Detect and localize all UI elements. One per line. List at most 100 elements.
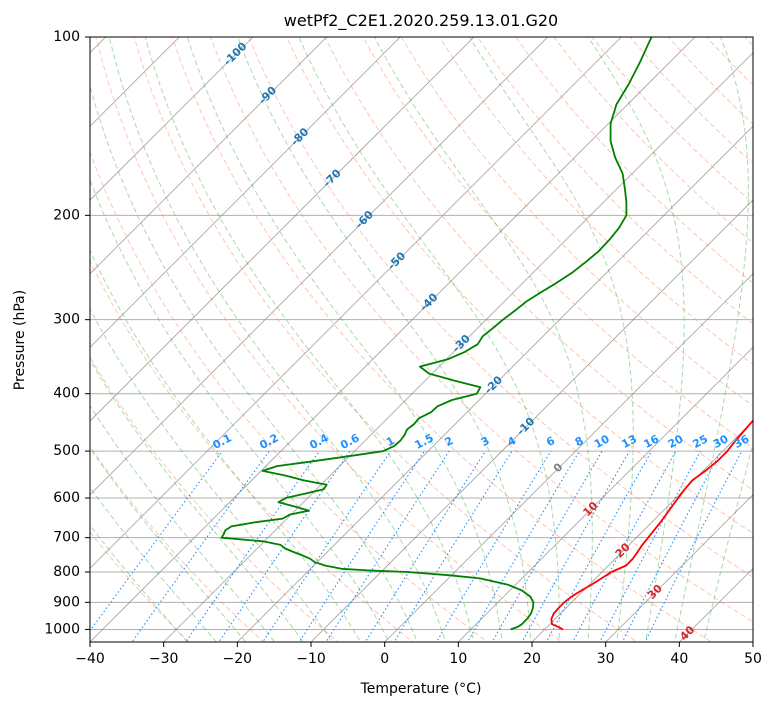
y-tick-label: 400 [53,386,80,402]
x-axis-label: Temperature (°C) [360,681,482,697]
dry-adiabat-line [248,37,753,578]
mixing-ratio-line [218,450,351,642]
pressure-gridlines [90,37,753,630]
x-tick-label: −10 [296,651,326,667]
moist-adiabat-line [90,447,247,642]
dry-adiabat-line [95,37,564,642]
mixing-ratio-line [572,450,677,642]
dry-adiabat-line [171,37,713,642]
isotherm-line [531,420,753,642]
isotherm-line [457,346,753,642]
dry-adiabat-line [90,259,414,642]
moist-adiabat-line [674,37,749,642]
chart-title: wetPf2_C2E1.2020.259.13.01.G20 [284,11,558,31]
moist-adiabat-line [90,178,390,642]
moist-adiabat-line [90,308,333,642]
mixing-ratio-line [298,450,425,642]
isotherm-line [90,37,622,569]
mixing-ratio-label: 25 [690,432,710,451]
isotherm-lines [90,37,753,642]
mixing-ratio-lines [90,450,743,642]
mixing-ratio-label: 20 [666,432,686,451]
isotherm-line [605,494,753,642]
y-tick-label: 200 [53,207,80,223]
dry-adiabat-line [286,37,753,534]
moist-adiabat-line [90,84,418,642]
mixing-ratio-line [262,450,392,642]
mixing-ratio-label: 16 [642,432,662,451]
dry-adiabat-line [209,37,753,623]
isotherm-line [90,37,549,496]
dry-adiabat-line [477,37,753,325]
isotherm-line [90,37,401,348]
isotherm-line [236,125,753,642]
moist-adiabat-line [703,441,753,642]
moist-adiabat-lines [90,37,753,642]
x-tick-label: 10 [449,651,467,667]
mixing-ratio-label: 30 [711,432,731,451]
mixing-ratio-line [131,450,270,642]
dry-adiabat-line [90,531,190,642]
y-tick-label: 700 [53,530,80,546]
isotherm-label: 40 [677,623,697,643]
mixing-ratio-line [545,450,653,642]
y-axis-ticks: 100 200 300 400 500 600 700 800 900 1000 [44,29,90,637]
x-tick-label: 20 [523,651,541,667]
x-tick-label: 30 [597,651,615,667]
mixing-ratio-line [466,450,580,642]
moist-adiabat-line [468,37,634,642]
moist-adiabat-line [237,37,532,642]
isotherm-line [384,273,753,642]
y-tick-label: 300 [53,312,80,328]
y-tick-label: 800 [53,564,80,580]
isotherm-line [163,52,753,642]
dewpoint-profile-line [220,37,653,631]
y-tick-label: 900 [53,594,80,610]
isotherm-line [310,199,753,642]
mixing-ratio-label: 13 [619,432,639,451]
moist-adiabat-line [587,37,685,642]
moist-adiabat-line [144,37,475,642]
dry-adiabat-line [515,37,753,284]
x-tick-label: 0 [380,651,389,667]
x-tick-label: −30 [149,651,179,667]
temperature-profile-line [550,419,753,631]
mixing-ratio-line [325,450,450,642]
moist-adiabat-line [90,249,362,642]
moist-adiabat-line [90,404,276,642]
mixing-ratio-label: 10 [592,432,612,451]
isotherm-line [90,37,328,275]
y-axis-label: Pressure (hPa) [12,290,28,390]
moist-adiabat-line [373,37,593,642]
x-axis-ticks: −40 −30 −20 −10 0 10 20 30 40 50 [75,642,762,667]
isotherm-line [90,37,254,201]
mixing-ratio-line [491,450,603,642]
y-tick-label: 100 [53,29,80,45]
isotherm-line [90,37,180,127]
x-tick-label: 40 [670,651,688,667]
x-tick-label: 50 [744,651,762,667]
mixing-ratio-label: 36 [732,432,752,451]
dry-adiabat-line [133,37,638,642]
mixing-ratio-line [435,450,552,642]
mixing-ratio-line [393,450,513,642]
moist-adiabat-line [186,37,503,642]
dry-adiabat-line [90,445,265,642]
dry-adiabat-line [400,37,753,407]
y-tick-label: 500 [53,443,80,459]
x-tick-label: −20 [223,651,253,667]
dry-adiabat-lines [90,37,753,642]
dry-adiabat-line [90,356,340,642]
y-tick-label: 1000 [44,621,80,637]
mixing-ratio-line [599,450,701,642]
y-tick-label: 600 [53,490,80,506]
moist-adiabat-line [90,358,305,642]
x-tick-label: −40 [75,651,105,667]
plot-frame [89,36,754,643]
moist-adiabat-line [298,37,560,642]
isotherm-line [90,37,696,642]
moist-adiabat-line [108,37,447,642]
profile-lines [220,37,753,631]
